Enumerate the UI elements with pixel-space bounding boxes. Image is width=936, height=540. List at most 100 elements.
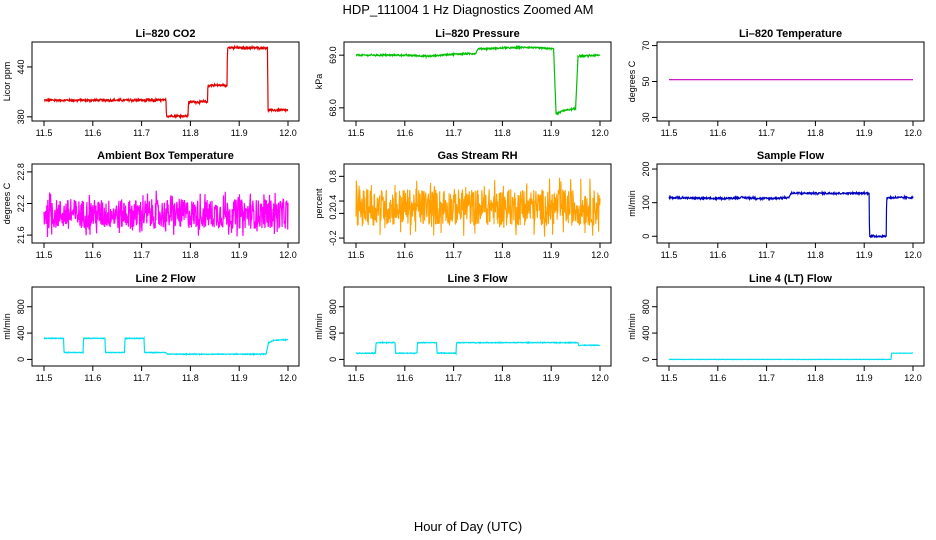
x-tick-label: 11.8 [494,250,511,260]
panel-3: Ambient Box Temperature 11.5 11.6 11.7 11.8 1… [2,150,300,260]
series-line [43,190,289,238]
panel-title: Gas Stream RH [437,150,517,162]
x-tick-label: 12.0 [591,373,609,383]
panel-title: Li–820 Temperature [739,28,842,40]
x-tick-label: 11.7 [758,373,775,383]
x-tick-label: 11.5 [348,373,365,383]
x-tick-label: 11.8 [807,373,824,383]
x-tick-label: 11.9 [231,128,248,138]
y-axis-label: percent [314,188,324,219]
y-tick-label: 0 [328,357,338,362]
y-tick-label: 100 [641,195,651,210]
y-tick-label: 0.8 [328,170,338,183]
x-tick-label: 11.5 [348,128,365,138]
x-tick-label: 11.5 [36,373,53,383]
x-tick-label: 11.8 [494,373,511,383]
y-tick-label: 800 [16,299,26,314]
panel-5: Sample Flow 11.5 11.6 11.7 11.8 11.9 12.0 0 100 2… [627,150,925,260]
series-line [668,189,914,239]
panel-2: Li–820 Temperature 11.5 11.6 11.7 11.8 11.9 12… [627,28,925,138]
x-tick-label: 12.0 [904,128,922,138]
y-tick-label: 30 [641,112,651,122]
y-tick-label: 800 [328,299,338,314]
x-tick-label: 12.0 [279,373,297,383]
y-axis-label: ml/min [627,313,637,340]
x-tick-label: 11.6 [84,373,101,383]
panel-0: Li–820 CO2 11.5 11.6 11.7 11.8 11.9 12.0 380 440… [2,28,300,138]
x-tick-label: 11.8 [807,128,824,138]
y-axis-label: degrees C [627,60,637,102]
y-tick-label: 70 [641,41,651,51]
x-tick-label: 12.0 [279,128,297,138]
panel-title: Line 3 Flow [448,273,508,285]
x-tick-label: 11.6 [709,250,726,260]
panel-frame [343,286,612,367]
panel-frame [656,163,925,244]
x-tick-label: 11.6 [396,128,413,138]
panel-frame [31,41,300,122]
y-axis-label: kPa [314,74,324,90]
x-tick-label: 11.7 [445,128,462,138]
series-line [355,177,601,237]
panel-4: Gas Stream RH 11.5 11.6 11.7 11.8 11.9 12.0 -0.… [314,150,612,260]
x-tick-label: 12.0 [904,250,922,260]
y-tick-label: -0.2 [328,230,338,246]
panel-frame [343,41,612,122]
x-tick-label: 11.9 [543,373,560,383]
y-tick-label: 0 [16,357,26,362]
panel-1: Li–820 Pressure 11.5 11.6 11.7 11.8 11.9 12.0 6… [314,28,612,138]
x-tick-label: 11.7 [133,250,150,260]
y-tick-label: 200 [641,162,651,177]
y-tick-label: 0.2 [328,207,338,220]
x-tick-label: 11.8 [182,373,199,383]
x-tick-label: 12.0 [904,373,922,383]
x-tick-label: 12.0 [591,128,609,138]
x-tick-label: 11.8 [182,250,199,260]
panel-8: Line 4 (LT) Flow 11.5 11.6 11.7 11.8 11.9 12.0… [627,273,925,383]
y-tick-label: 21.6 [16,226,26,244]
x-tick-label: 11.9 [231,250,248,260]
series-line [668,352,913,361]
figure-title: HDP_111004 1 Hz Diagnostics Zoomed AM [343,2,594,17]
y-tick-label: 69.0 [328,46,338,64]
x-tick-label: 11.7 [133,128,150,138]
x-tick-label: 11.9 [856,128,873,138]
x-tick-label: 11.8 [494,128,511,138]
y-tick-label: 440 [16,59,26,74]
y-tick-label: 50 [641,76,651,86]
y-tick-label: 400 [328,326,338,341]
figure-x-axis-label: Hour of Day (UTC) [414,519,522,534]
x-tick-label: 11.6 [396,250,413,260]
y-tick-label: 68.0 [328,99,338,117]
x-tick-label: 11.5 [348,250,365,260]
panel-title: Line 4 (LT) Flow [749,273,832,285]
x-tick-label: 11.6 [84,250,101,260]
x-tick-label: 12.0 [279,250,297,260]
y-tick-label: 380 [16,109,26,124]
y-axis-label: ml/min [2,313,12,340]
x-tick-label: 11.7 [758,250,775,260]
y-tick-label: 800 [641,299,651,314]
x-tick-label: 11.7 [758,128,775,138]
panel-title: Li–820 CO2 [136,28,196,40]
y-axis-label: ml/min [627,190,637,217]
panel-frame [656,286,925,367]
y-axis-label: degrees C [2,182,12,224]
y-axis-label: Licor ppm [2,62,12,102]
x-tick-label: 11.8 [182,128,199,138]
y-tick-label: 0.4 [328,195,338,208]
y-tick-label: 0 [641,234,651,239]
y-tick-label: 22.8 [16,163,26,181]
panel-title: Li–820 Pressure [435,28,519,40]
x-tick-label: 11.9 [856,250,873,260]
series-line [44,44,289,120]
x-tick-label: 11.6 [396,373,413,383]
x-tick-label: 11.5 [661,373,678,383]
x-tick-label: 11.6 [709,128,726,138]
x-tick-label: 11.9 [543,128,560,138]
panel-7: Line 3 Flow 11.5 11.6 11.7 11.8 11.9 12.0 0 400 8… [314,273,612,383]
x-tick-label: 11.9 [543,250,560,260]
x-tick-label: 11.8 [807,250,824,260]
x-tick-label: 11.5 [36,250,53,260]
